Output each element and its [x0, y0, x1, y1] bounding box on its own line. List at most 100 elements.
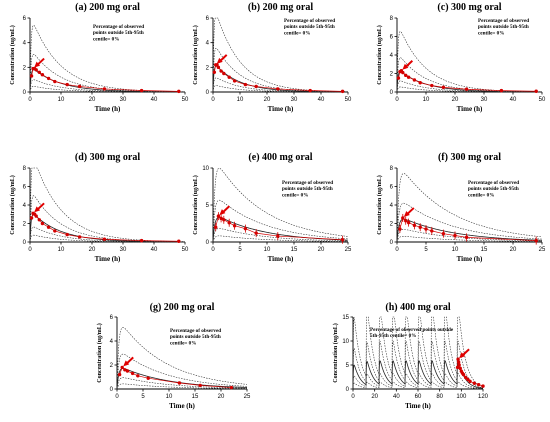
median-prediction-line [116, 368, 248, 390]
y-tick-label: 0 [346, 387, 350, 393]
lower-5th-percentile-line [212, 235, 349, 243]
observed-point [534, 238, 538, 243]
y-tick-label: 4 [110, 339, 114, 345]
chart-title: (g) 200 mg oral [150, 302, 215, 313]
y-tick-label: 6 [23, 185, 27, 191]
annotation-line: Percentage of observed points outside [370, 327, 454, 333]
annotation-line: centile= 0% [284, 30, 310, 36]
x-tick-label: 20 [89, 97, 96, 103]
x-tick-label: 30 [291, 97, 298, 103]
x-tick-label: 50 [539, 97, 546, 103]
annotation-line: points outside 5th-95th [170, 334, 221, 340]
y-tick-label: 4 [390, 53, 394, 59]
chart-title: (c) 300 mg oral [437, 2, 501, 13]
y-tick-label: 10 [202, 166, 209, 172]
peak-arrow-head [459, 352, 466, 359]
y-tick-label: 0 [110, 387, 114, 393]
upper-75th-percentile-line [116, 353, 248, 390]
peak-arrow-head [123, 360, 130, 367]
x-tick-label: 15 [481, 247, 488, 253]
y-axis-label: Concentration (ug/mL) [9, 25, 16, 85]
x-axis-label: Time (h) [169, 402, 195, 410]
x-axis-label: Time (h) [268, 105, 294, 113]
x-tick-label: 10 [58, 247, 65, 253]
annotation-line: centile= 0% [170, 340, 196, 346]
annotation-line: centile= 0% [478, 30, 504, 36]
upper-95th-percentile-line [29, 25, 186, 93]
y-axis-label: Concentration (ug/mL) [192, 175, 199, 235]
x-tick-label: 40 [151, 97, 158, 103]
lower-25th-percentile-line [396, 229, 543, 243]
x-tick-label: 10 [452, 247, 459, 253]
lower-5th-percentile-line [396, 86, 542, 93]
y-axis-label: Concentration (ug/mL) [376, 25, 383, 85]
observed-mean-line [399, 217, 537, 241]
lower-25th-percentile-line [212, 77, 348, 93]
peak-arrow-head [219, 209, 226, 216]
lower-5th-percentile-line [29, 234, 185, 243]
x-axis-label: Time (h) [457, 255, 483, 263]
x-tick-label: 50 [182, 97, 189, 103]
median-prediction-line [396, 218, 543, 243]
chart-title: (f) 300 mg oral [438, 152, 501, 163]
x-axis-label: Time (h) [405, 402, 431, 410]
chart-title: (b) 200 mg oral [248, 2, 313, 13]
x-tick-label: 0 [395, 247, 399, 253]
observed-mean-line [457, 359, 484, 387]
chart-title: (a) 200 mg oral [75, 2, 140, 13]
upper-75th-percentile-line [396, 202, 543, 243]
chart-panel-5: (f) 300 mg oral 0 5 10 15 20 25 0 2 4 6 8 Time (h) Co… [376, 152, 546, 263]
x-tick-label: 0 [395, 97, 399, 103]
x-tick-label: 5 [141, 394, 145, 400]
observed-point [398, 227, 402, 231]
x-tick-label: 20 [510, 247, 517, 253]
x-tick-label: 40 [151, 247, 158, 253]
y-tick-label: 0 [390, 90, 394, 96]
peak-arrow-head [216, 57, 223, 64]
upper-95th-percentile-line [212, 167, 349, 243]
y-axis-label: Concentration (ug/mL) [9, 175, 16, 235]
chart-title: (e) 400 mg oral [248, 152, 312, 163]
annotation-line: centile= 0% [468, 192, 494, 198]
upper-75th-percentile-line [396, 57, 542, 93]
x-tick-label: 10 [423, 97, 430, 103]
y-tick-label: 0 [206, 90, 210, 96]
y-tick-label: 8 [390, 16, 394, 22]
x-tick-label: 0 [351, 394, 355, 400]
annotation-line: points outside 5th-95th [282, 186, 333, 192]
y-tick-label: 2 [23, 222, 27, 228]
x-tick-label: 10 [237, 97, 244, 103]
observed-mean-line [214, 64, 343, 92]
y-tick-label: 2 [23, 65, 27, 71]
x-tick-label: 30 [481, 97, 488, 103]
lower-25th-percentile-line [212, 228, 349, 243]
upper-75th-percentile-line [212, 199, 349, 243]
lower-5th-percentile-line [116, 383, 247, 390]
chart-panel-2: (c) 300 mg oral 0 10 20 30 40 50 0 2 4 6 8 Time (h) C… [376, 2, 546, 113]
y-tick-label: 2 [110, 363, 114, 369]
x-axis-label: Time (h) [457, 105, 483, 113]
peak-arrow-head [403, 210, 410, 217]
x-tick-label: 0 [28, 97, 32, 103]
lower-5th-percentile-line [396, 236, 542, 243]
x-tick-label: 0 [115, 394, 119, 400]
y-tick-label: 8 [390, 166, 394, 172]
y-tick-label: 2 [390, 72, 394, 78]
peak-arrow-head [34, 206, 41, 213]
median-prediction-line [212, 65, 349, 93]
y-tick-label: 0 [23, 90, 27, 96]
x-axis-label: Time (h) [95, 255, 121, 263]
upper-95th-percentile-line [116, 327, 248, 390]
chart-panel-7: (h) 400 mg oral 0 20 40 60 80 100 120 0 5 10 15 Time… [332, 302, 489, 410]
x-tick-label: 100 [456, 394, 467, 400]
annotation-line: centile= 0% [282, 192, 308, 198]
upper-95th-percentile-line [29, 167, 186, 243]
chart-panel-3: (d) 300 mg oral 0 10 20 30 40 50 0 2 4 6 8 Time (h) C… [9, 152, 189, 263]
y-tick-label: 6 [390, 35, 394, 41]
x-tick-label: 10 [264, 247, 271, 253]
annotation-line: Percentage of observed [282, 180, 333, 186]
x-tick-label: 10 [166, 394, 173, 400]
x-tick-label: 20 [218, 394, 225, 400]
y-tick-label: 4 [390, 203, 394, 209]
x-tick-label: 30 [120, 247, 127, 253]
